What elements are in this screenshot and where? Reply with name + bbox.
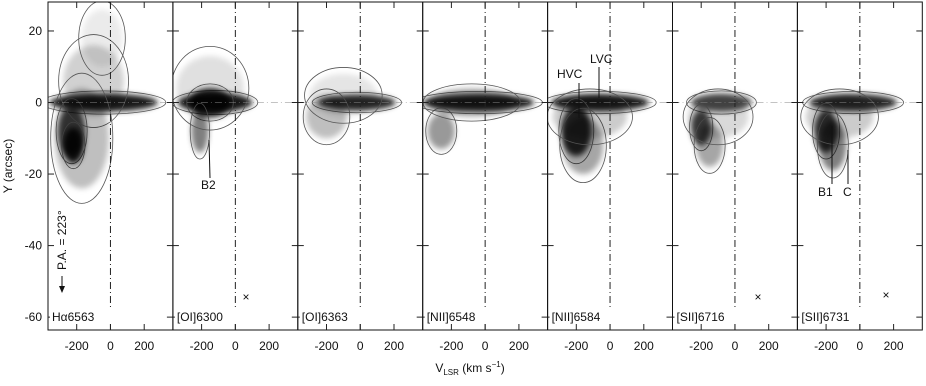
emission-blob: [427, 113, 455, 150]
annotation: P.A. = 223°: [55, 210, 69, 270]
label-bg: [799, 307, 864, 324]
emission: [48, 2, 167, 204]
emission: [682, 88, 757, 174]
emission: [547, 88, 657, 184]
x-tick-label: 200: [759, 339, 779, 353]
emission-blob: [191, 109, 209, 153]
contour: [78, 2, 126, 76]
label-bg: [50, 307, 114, 324]
annotation: LVC: [590, 52, 613, 66]
x-tick-label: 200: [259, 339, 279, 353]
y-tick-label: 0: [35, 96, 42, 110]
panel-label: [NII]6584: [552, 310, 601, 324]
x-tick-label: 0: [107, 339, 114, 353]
contour: [800, 88, 879, 146]
contour: [50, 72, 114, 204]
x-tick-label: -200: [564, 339, 588, 353]
x-tick-label: 0: [607, 339, 614, 353]
panel-label: [OI]6363: [302, 310, 348, 324]
x-tick-label: 200: [134, 339, 154, 353]
panel-label: Hα6563: [52, 310, 95, 324]
pointer: [208, 139, 211, 179]
x-tick-label: 200: [384, 339, 404, 353]
x-tick-label: 200: [509, 339, 529, 353]
arrow-head: [59, 286, 65, 293]
y-tick-label: -60: [25, 310, 43, 324]
y-tick-label: -40: [25, 239, 43, 253]
x-tick-label: 0: [732, 339, 739, 353]
emission-blob: [687, 95, 749, 139]
contour: [304, 67, 383, 124]
x-tick-label: -200: [689, 339, 713, 353]
emission-blob: [552, 95, 627, 139]
contour: [547, 88, 633, 146]
emission-blob: [805, 95, 874, 139]
panel-label: [SII]6731: [801, 310, 849, 324]
x-tick-label: -200: [814, 339, 838, 353]
annotation: HVC: [557, 67, 583, 81]
x-tick-label: 200: [884, 339, 904, 353]
x-axis-label: VLSR (km s−1): [435, 360, 504, 377]
y-axis-label: Y (arcsec): [1, 139, 15, 193]
x-tick-label: -200: [439, 339, 463, 353]
contour: [172, 45, 250, 131]
panel-label: [SII]6716: [677, 310, 725, 324]
x-tick-label: -200: [65, 339, 89, 353]
x-label-part: (km s: [459, 361, 492, 375]
x-tick-label: 0: [857, 339, 864, 353]
emission-blob: [309, 73, 378, 117]
cross-marker: ×: [754, 290, 761, 304]
x-tick-label: -200: [190, 339, 214, 353]
emission: [422, 83, 543, 155]
cross-marker: ×: [882, 288, 889, 302]
label-bg: [299, 307, 364, 324]
annotation: B2: [201, 178, 216, 192]
contour: [682, 88, 754, 146]
emission: [172, 45, 259, 160]
emission: [302, 67, 402, 146]
panel-label: [NII]6548: [427, 310, 476, 324]
x-tick-label: 200: [634, 339, 654, 353]
panel-label: [OI]6300: [177, 310, 223, 324]
emission-blob: [54, 88, 109, 189]
x-label-part: ): [501, 361, 505, 375]
annotation: C: [843, 185, 852, 199]
annotation: B1: [818, 185, 833, 199]
x-tick-label: 0: [232, 339, 239, 353]
label-bg: [424, 307, 489, 324]
cross-marker: ×: [242, 290, 249, 304]
label-bg: [674, 307, 739, 324]
y-tick-label: 20: [29, 24, 43, 38]
x-label-sup: −1: [492, 360, 502, 369]
emission-blob: [176, 56, 244, 121]
x-tick-label: 0: [357, 339, 364, 353]
x-tick-label: 0: [482, 339, 489, 353]
x-label-sub: LSR: [443, 368, 459, 377]
label-bg: [174, 307, 239, 324]
label-bg: [549, 307, 614, 324]
x-tick-label: -200: [314, 339, 338, 353]
x-label-part: V: [435, 361, 443, 375]
y-tick-label: -20: [25, 167, 43, 181]
emission-blob: [81, 9, 123, 67]
